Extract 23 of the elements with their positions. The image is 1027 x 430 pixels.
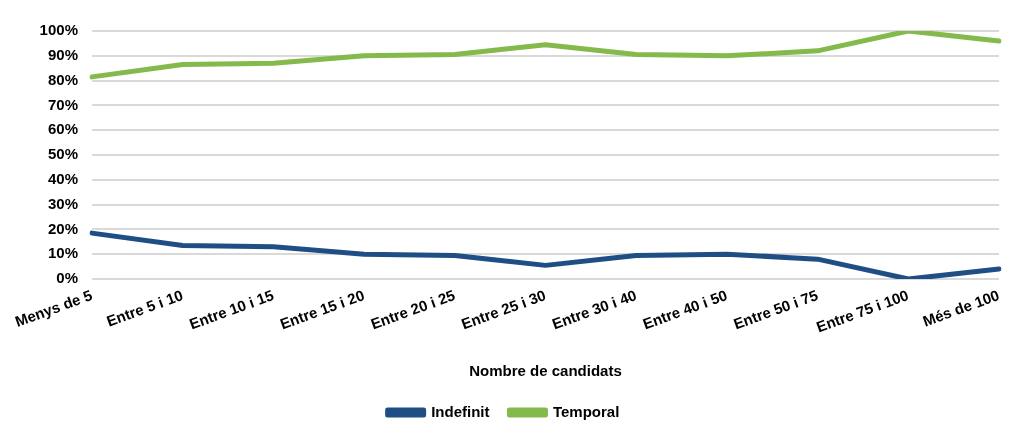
y-tick-label: 30% [47, 194, 78, 212]
x-tick-label: Entre 10 i 15 [186, 286, 276, 333]
x-tick-label: Més de 100 [920, 286, 1002, 330]
x-tick-label: Entre 40 i 50 [640, 286, 730, 333]
y-tick-label: 100% [39, 21, 78, 39]
y-tick-label: 80% [47, 70, 78, 88]
y-tick-label: 40% [47, 169, 78, 187]
y-tick-label: 90% [47, 45, 78, 63]
y-tick-label: 50% [47, 145, 78, 163]
x-tick-label: Menys de 5 [12, 286, 95, 330]
y-tick-label: 70% [47, 95, 78, 113]
legend-label: Indefinit [431, 402, 490, 420]
legend-label: Temporal [552, 402, 620, 420]
x-tick-label: Entre 30 i 40 [549, 286, 639, 333]
x-tick-label: Entre 15 i 20 [277, 286, 367, 333]
y-tick-label: 60% [47, 120, 78, 138]
y-tick-label: 0% [56, 269, 78, 287]
x-tick-label: Entre 5 i 10 [104, 286, 186, 330]
x-tick-label: Entre 20 i 25 [368, 286, 458, 333]
y-tick-label: 20% [47, 219, 78, 237]
x-axis-title: Nombre de candidats [469, 362, 622, 380]
y-tick-label: 10% [47, 244, 78, 262]
x-tick-label: Entre 25 i 30 [459, 286, 548, 333]
